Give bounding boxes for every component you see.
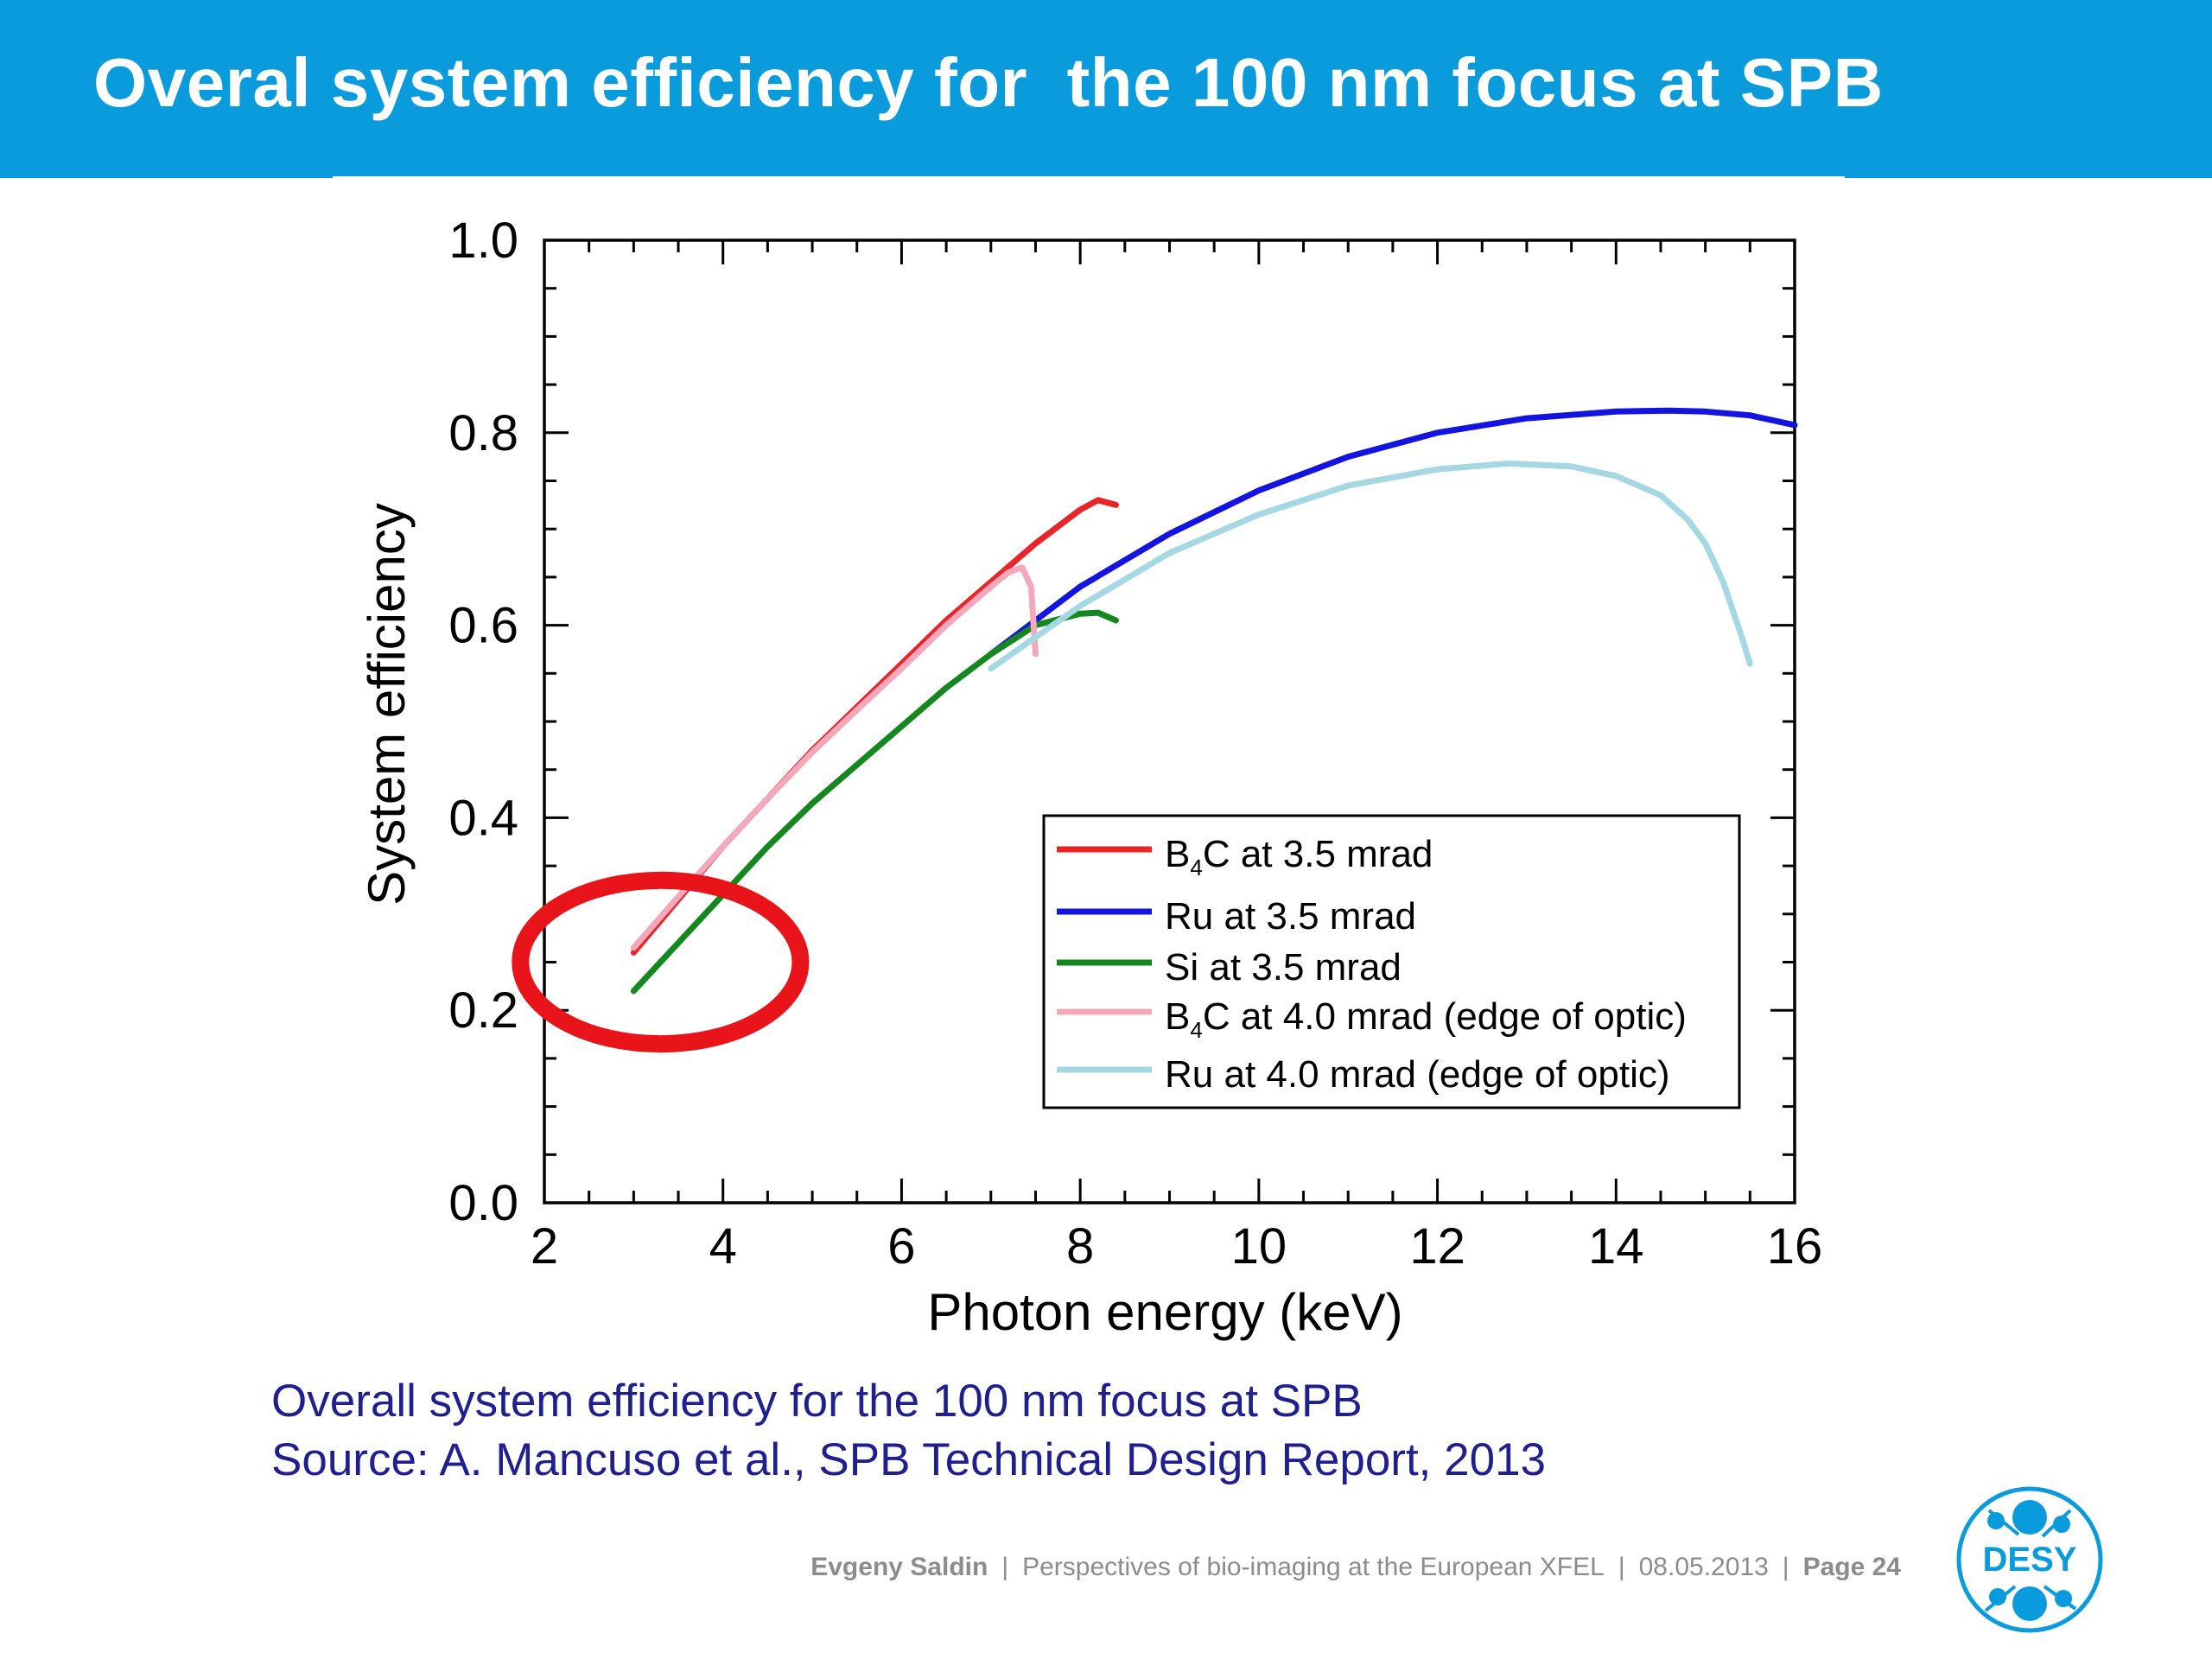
slide-footer: Evgeny Saldin | Perspectives of bio-imagin… [810, 1553, 1901, 1582]
series-line-4 [630, 564, 1039, 951]
x-tick-label: 6 [887, 1218, 915, 1274]
x-tick-label: 4 [709, 1218, 737, 1274]
footer-talk-title: Perspectives of bio-imaging at the Europ… [1022, 1553, 1605, 1581]
y-tick-label: 0.6 [448, 598, 518, 654]
caption-line-2: Source: A. Mancuso et al., SPB Technical… [271, 1434, 1547, 1485]
header-underline [333, 176, 1845, 179]
footer-separator: | [1001, 1553, 1009, 1581]
x-tick-label: 14 [1588, 1218, 1644, 1274]
x-tick-label: 10 [1231, 1218, 1287, 1274]
x-tick-label: 12 [1409, 1218, 1465, 1274]
desy-logo-icon: DESY [1956, 1486, 2103, 1633]
footer-separator: | [1782, 1553, 1789, 1581]
slide-header: Overal system efficiency for the 100 nm … [0, 0, 2212, 178]
legend-label-part: Ru at 4.0 mrad (edge of optic) [1165, 1053, 1670, 1096]
footer-date: 08.05.2013 [1638, 1553, 1769, 1581]
legend-label-part: B [1165, 833, 1190, 875]
y-tick-label: 0.2 [448, 982, 518, 1039]
legend-label: Si at 3.5 mrad [1165, 946, 1402, 988]
y-tick-label: 0.0 [448, 1175, 518, 1231]
x-tick-label: 2 [531, 1218, 558, 1274]
y-tick-label: 0.4 [448, 790, 518, 846]
caption-line-1: Overall system efficiency for the 100 nm… [271, 1376, 1363, 1427]
y-axis-label: System efficiency [358, 503, 416, 906]
legend-box [1042, 814, 1741, 1109]
footer-page-number: Page 24 [1802, 1553, 1901, 1581]
legend-label-part: 4 [1190, 855, 1202, 880]
highlight-ellipse [512, 871, 810, 1053]
y-tick-label: 0.8 [448, 405, 518, 461]
slide-title: Overal system efficiency for the 100 nm … [93, 44, 1884, 121]
series-line-2 [988, 407, 1798, 658]
legend-label-part: 4 [1190, 1017, 1202, 1043]
legend-label: Ru at 4.0 mrad (edge of optic) [1165, 1053, 1670, 1096]
logo-text: DESY [1983, 1541, 2077, 1579]
figure-caption: Overall system efficiency for the 100 nm… [271, 1372, 1546, 1490]
footer-author: Evgeny Saldin [810, 1553, 988, 1581]
series-line-5 [988, 460, 1753, 672]
x-axis-label: Photon energy (keV) [927, 1283, 1402, 1341]
legend-label-part: C at 3.5 mrad [1203, 833, 1433, 875]
legend-label-part: Ru at 3.5 mrad [1165, 895, 1416, 938]
legend-label: B4C at 3.5 mrad [1165, 833, 1433, 880]
legend-label-part: Si at 3.5 mrad [1165, 946, 1402, 988]
legend-label-part: B [1165, 995, 1190, 1038]
x-tick-label: 16 [1767, 1218, 1823, 1274]
legend-label: Ru at 3.5 mrad [1165, 895, 1416, 938]
y-tick-label: 1.0 [448, 213, 518, 269]
plot-frame [543, 238, 1796, 1205]
legend-label-part: C at 4.0 mrad (edge of optic) [1203, 995, 1687, 1038]
legend-label: B4C at 4.0 mrad (edge of optic) [1165, 995, 1687, 1043]
x-tick-label: 8 [1066, 1218, 1094, 1274]
footer-separator: | [1618, 1553, 1625, 1581]
